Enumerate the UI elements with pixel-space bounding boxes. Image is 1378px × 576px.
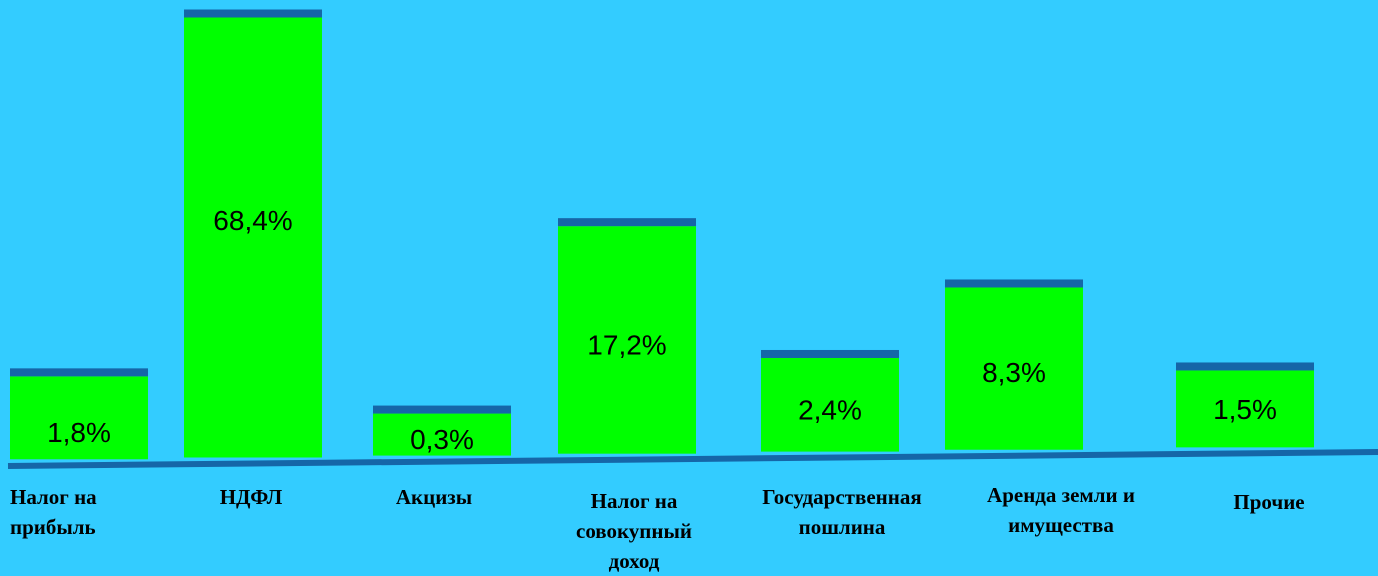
bar-top-edge-4 bbox=[558, 218, 696, 227]
category-label-7: Прочие bbox=[1233, 487, 1304, 517]
bar-1 bbox=[10, 376, 148, 460]
data-label-2: 68,4% bbox=[213, 205, 292, 236]
bar-5 bbox=[761, 357, 899, 452]
bar-top-edge-6 bbox=[945, 279, 1083, 288]
category-label-6: Аренда земли и имущества bbox=[987, 480, 1135, 540]
category-label-line: Государственная bbox=[762, 485, 922, 509]
bar-6 bbox=[945, 287, 1083, 450]
category-label-line: Налог на bbox=[590, 489, 678, 513]
category-label-line: Аренда земли и bbox=[987, 483, 1135, 507]
bar-top-edge-5 bbox=[761, 349, 899, 358]
bar-4 bbox=[558, 226, 696, 454]
category-label-4: Налог на совокупный доход bbox=[576, 486, 692, 576]
category-label-line: Прочие bbox=[1233, 490, 1305, 514]
data-labels-layer: 1,8% 68,4% 0,3% 17,2% 2,4% 8,3% 1,5% bbox=[47, 205, 1277, 455]
category-label-line: имущества bbox=[1008, 513, 1114, 537]
chart-baseline bbox=[7, 449, 1378, 469]
data-label-7: 1,5% bbox=[1213, 394, 1277, 425]
category-label-line: НДФЛ bbox=[219, 485, 283, 509]
category-label-line: доход bbox=[608, 549, 660, 573]
bar-2 bbox=[184, 17, 322, 458]
category-label-line: пошлина bbox=[798, 515, 886, 539]
data-label-5: 2,4% bbox=[798, 394, 862, 425]
bar-top-edge-1 bbox=[10, 368, 148, 377]
category-label-line: Акцизы bbox=[395, 485, 473, 509]
category-label-5: Государственная пошлина bbox=[762, 482, 921, 542]
data-label-4: 17,2% bbox=[587, 329, 666, 360]
bar-top-edge-2 bbox=[184, 9, 322, 18]
category-label-3: Акцизы bbox=[396, 482, 472, 512]
bar-top-edge-7 bbox=[1176, 362, 1314, 371]
data-label-3: 0,3% bbox=[410, 424, 474, 455]
category-label-1: Налог на прибыль bbox=[10, 482, 97, 542]
bars-layer bbox=[10, 9, 1314, 460]
category-label-line: прибыль bbox=[10, 515, 96, 539]
category-label-2: НДФЛ bbox=[220, 482, 283, 512]
bar-top-edge-3 bbox=[373, 405, 511, 414]
category-label-line: совокупный bbox=[576, 519, 692, 543]
bar-7 bbox=[1176, 370, 1314, 448]
data-label-6: 8,3% bbox=[982, 357, 1046, 388]
category-label-line: Налог на bbox=[10, 485, 97, 509]
bar-3 bbox=[373, 413, 511, 456]
data-label-1: 1,8% bbox=[47, 417, 111, 448]
